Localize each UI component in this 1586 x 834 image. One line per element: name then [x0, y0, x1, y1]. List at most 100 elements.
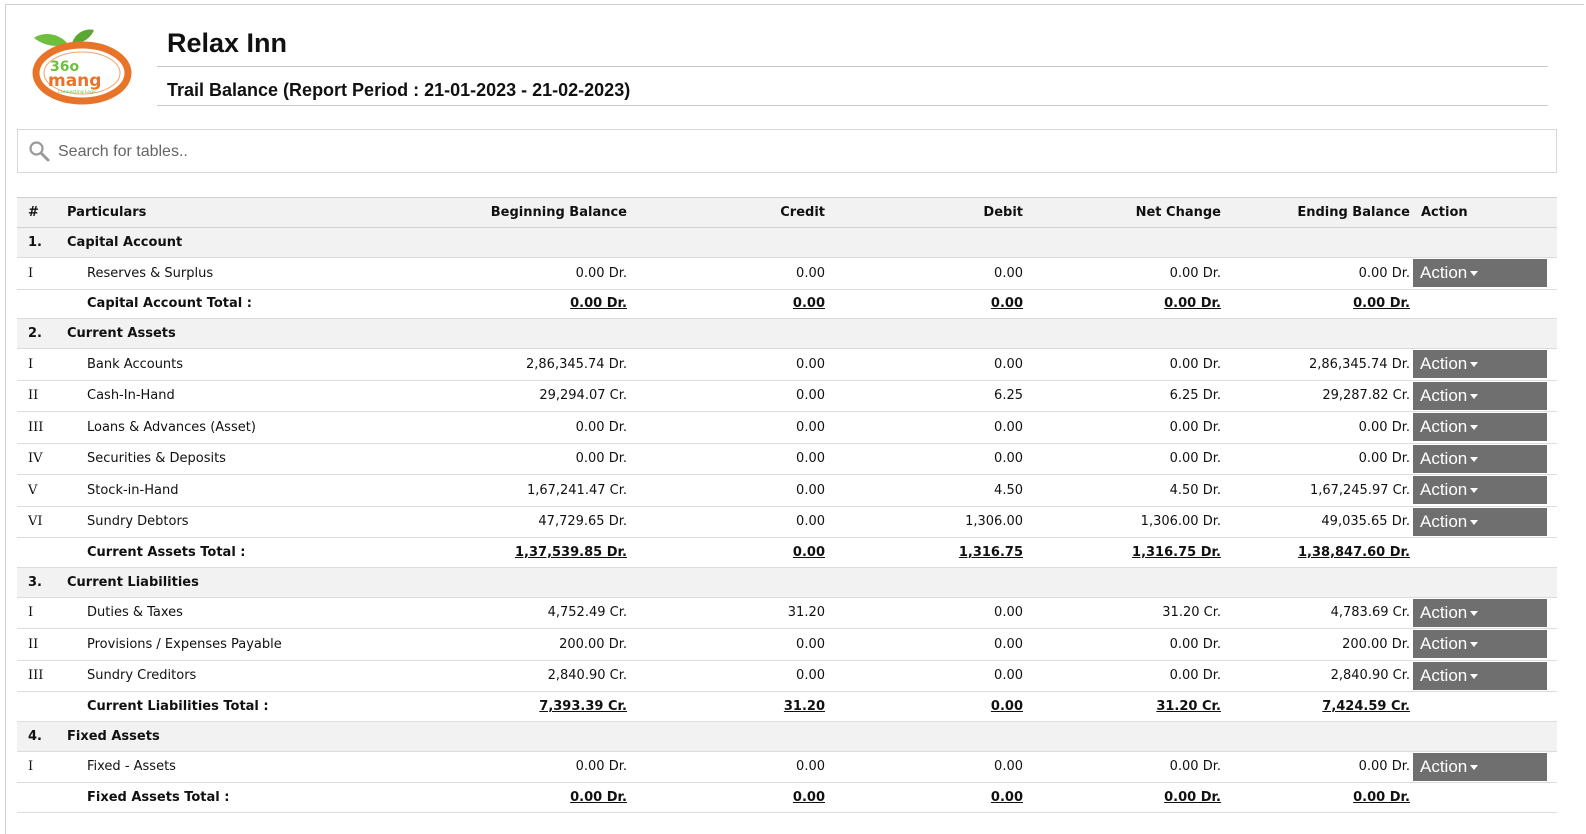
action-dropdown-button[interactable]: Action: [1413, 752, 1547, 781]
total-label: Current Liabilities Total :: [67, 691, 317, 722]
row-ending-balance: 0.00 Dr.: [1223, 411, 1412, 444]
column-header-action: Action: [1412, 197, 1557, 228]
total-net-change: 31.20 Cr.: [1025, 691, 1223, 722]
table-row: II Provisions / Expenses Payable 200.00 Dr…: [17, 628, 1557, 661]
total-net-change: 0.00 Dr.: [1025, 782, 1223, 813]
company-logo: 36o mang Connecting Logic...: [32, 29, 132, 105]
caret-down-icon: [1470, 362, 1479, 368]
total-action-cell: [1412, 289, 1557, 319]
row-beginning-balance: 1,67,241.47 Cr.: [317, 474, 629, 507]
row-debit: 0.00: [827, 443, 1025, 475]
row-debit: 0.00: [827, 660, 1025, 692]
caret-down-icon: [1470, 425, 1479, 431]
row-credit: 0.00: [629, 443, 827, 475]
action-dropdown-button[interactable]: Action: [1413, 598, 1547, 627]
action-dropdown-button[interactable]: Action: [1413, 350, 1547, 379]
report-title: Trail Balance (Report Period : 21-01-202…: [167, 80, 631, 100]
row-beginning-balance: 2,86,345.74 Dr.: [317, 348, 629, 381]
table-row: III Loans & Advances (Asset) 0.00 Dr. 0.00 0…: [17, 411, 1557, 444]
row-credit: 0.00: [629, 628, 827, 661]
action-dropdown-button[interactable]: Action: [1413, 413, 1547, 442]
action-dropdown-button[interactable]: Action: [1413, 630, 1547, 659]
row-net-change: 0.00 Dr.: [1025, 411, 1223, 444]
total-credit: 31.20: [629, 691, 827, 722]
row-action-cell: Action: [1412, 506, 1557, 538]
row-particulars: Sundry Debtors: [67, 506, 317, 538]
column-header-debit: Debit: [827, 197, 1025, 228]
total-value: 31.20 Cr.: [1156, 698, 1221, 714]
total-value: 7,393.39 Cr.: [539, 698, 627, 714]
company-name: Relax Inn: [167, 28, 288, 58]
row-net-change: 31.20 Cr.: [1025, 597, 1223, 629]
row-debit: 0.00: [827, 597, 1025, 629]
total-value: 0.00 Dr.: [1353, 789, 1410, 805]
row-credit: 0.00: [629, 474, 827, 507]
logo-wordmark: mang: [48, 71, 101, 91]
row-net-change: 0.00 Dr.: [1025, 660, 1223, 692]
total-value: 1,37,539.85 Dr.: [515, 544, 627, 560]
total-value: 0.00 Dr.: [1164, 296, 1221, 312]
action-label: Action: [1420, 354, 1468, 374]
row-action-cell: Action: [1412, 660, 1557, 692]
header-divider: [157, 105, 1548, 106]
group-total-row: Current Liabilities Total : 7,393.39 Cr. 3…: [17, 691, 1557, 722]
total-debit: 0.00: [827, 782, 1025, 813]
table-row: VI Sundry Debtors 47,729.65 Dr. 0.00 1,306.0…: [17, 506, 1557, 538]
action-dropdown-button[interactable]: Action: [1413, 259, 1547, 288]
action-label: Action: [1420, 665, 1468, 685]
search-input[interactable]: [56, 136, 1540, 168]
header-divider: [157, 66, 1548, 67]
total-ending-balance: 7,424.59 Cr.: [1223, 691, 1412, 722]
row-action-cell: Action: [1412, 348, 1557, 381]
row-credit: 31.20: [629, 597, 827, 629]
total-value: 1,316.75 Dr.: [1132, 544, 1221, 560]
total-action-cell: [1412, 782, 1557, 813]
group-name: Fixed Assets: [67, 721, 1557, 752]
table-row: I Duties & Taxes 4,752.49 Cr. 31.20 0.00 31.2…: [17, 597, 1557, 629]
row-ending-balance: 2,840.90 Cr.: [1223, 660, 1412, 692]
total-debit: 0.00: [827, 691, 1025, 722]
row-particulars: Reserves & Surplus: [67, 257, 317, 290]
row-debit: 4.50: [827, 474, 1025, 507]
total-value: 0.00 Dr.: [570, 296, 627, 312]
action-label: Action: [1420, 263, 1468, 283]
action-dropdown-button[interactable]: Action: [1413, 507, 1547, 536]
row-net-change: 0.00 Dr.: [1025, 348, 1223, 381]
row-particulars: Duties & Taxes: [67, 597, 317, 629]
action-dropdown-button[interactable]: Action: [1413, 661, 1547, 690]
action-dropdown-button[interactable]: Action: [1413, 444, 1547, 473]
group-header-row: 1. Capital Account: [17, 227, 1557, 258]
action-dropdown-button[interactable]: Action: [1413, 476, 1547, 505]
row-credit: 0.00: [629, 506, 827, 538]
total-index: [17, 782, 67, 813]
row-action-cell: Action: [1412, 597, 1557, 629]
row-net-change: 4.50 Dr.: [1025, 474, 1223, 507]
total-label: Current Assets Total :: [67, 537, 317, 568]
row-credit: 0.00: [629, 751, 827, 783]
row-index: II: [17, 628, 67, 661]
row-action-cell: Action: [1412, 380, 1557, 412]
group-number: 4.: [17, 721, 67, 752]
action-label: Action: [1420, 385, 1468, 405]
total-ending-balance: 1,38,847.60 Dr.: [1223, 537, 1412, 568]
table-header-row: # Particulars Beginning Balance Credit D…: [17, 197, 1557, 228]
group-name: Capital Account: [67, 227, 1557, 258]
row-beginning-balance: 29,294.07 Cr.: [317, 380, 629, 412]
action-label: Action: [1420, 634, 1468, 654]
action-label: Action: [1420, 448, 1468, 468]
row-ending-balance: 0.00 Dr.: [1223, 443, 1412, 475]
caret-down-icon: [1470, 642, 1479, 648]
caret-down-icon: [1470, 519, 1479, 525]
group-total-row: Fixed Assets Total : 0.00 Dr. 0.00 0.00 0.00…: [17, 782, 1557, 813]
total-credit: 0.00: [629, 782, 827, 813]
total-value: 0.00: [792, 789, 825, 805]
action-dropdown-button[interactable]: Action: [1413, 381, 1547, 410]
total-action-cell: [1412, 537, 1557, 568]
search-bar: [17, 129, 1557, 173]
row-debit: 0.00: [827, 257, 1025, 290]
column-header-ending-balance: Ending Balance: [1223, 197, 1412, 228]
column-header-number: #: [17, 197, 67, 228]
total-value: 0.00 Dr.: [1353, 296, 1410, 312]
total-beginning-balance: 1,37,539.85 Dr.: [317, 537, 629, 568]
table-row: IV Securities & Deposits 0.00 Dr. 0.00 0.00 0…: [17, 443, 1557, 475]
